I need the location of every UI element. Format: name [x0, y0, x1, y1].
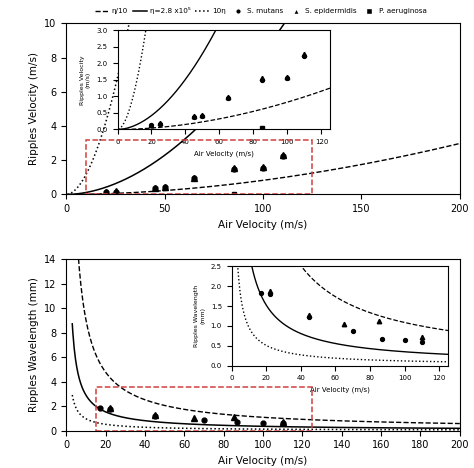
- Bar: [96, 387, 312, 431]
- Bar: [86, 140, 312, 195]
- Y-axis label: Ripples Velocity (m/s): Ripples Velocity (m/s): [29, 52, 39, 165]
- X-axis label: Air Velocity (m/s): Air Velocity (m/s): [219, 220, 308, 230]
- Y-axis label: Ripples Wavelength (mm): Ripples Wavelength (mm): [29, 278, 39, 412]
- Legend: η/10, η=2.8 x10⁵, 10η, S. mutans, S. epidermidis, P. aeruginosa: η/10, η=2.8 x10⁵, 10η, S. mutans, S. epi…: [92, 5, 429, 17]
- X-axis label: Air Velocity (m/s): Air Velocity (m/s): [219, 456, 308, 466]
